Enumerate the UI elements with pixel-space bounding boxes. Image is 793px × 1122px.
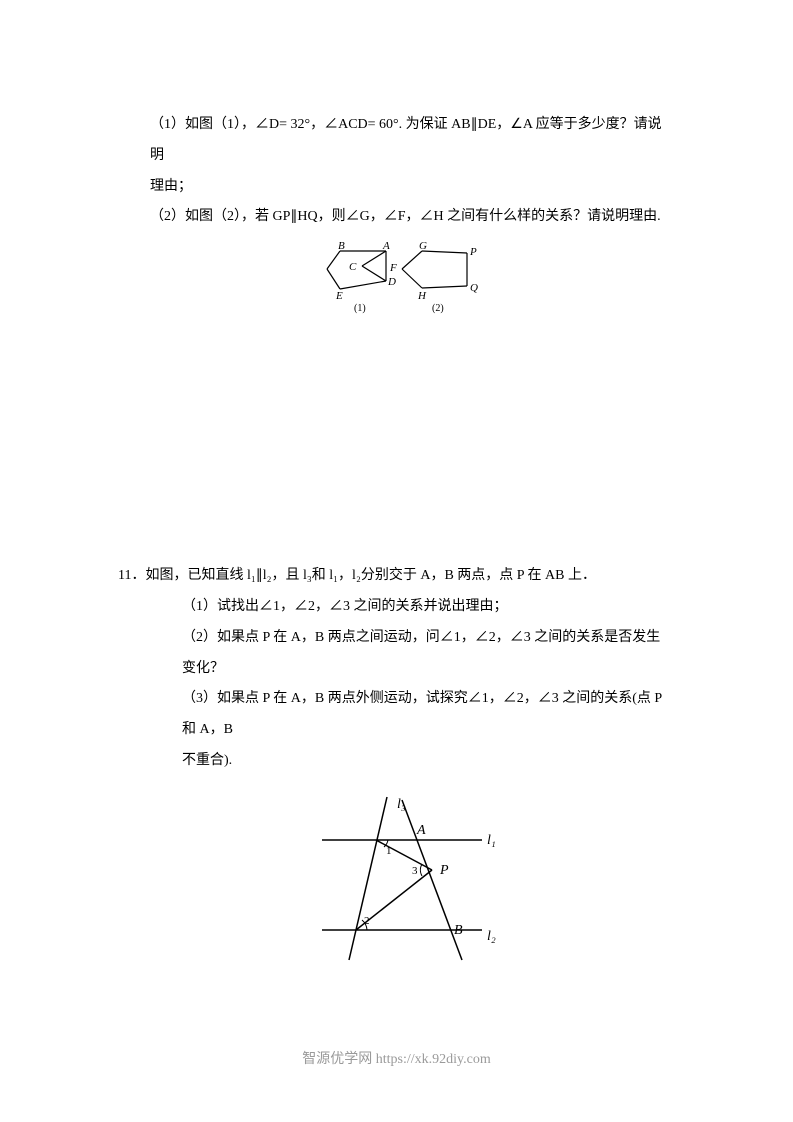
svg-text:(2): (2) [432, 303, 444, 314]
q10-part2: （2）如图（2），若 GP∥HQ，则∠G，∠F，∠H 之间有什么样的关系？请说明… [150, 202, 673, 233]
svg-text:(1): (1) [354, 303, 366, 314]
svg-text:3: 3 [412, 865, 418, 877]
figure-2: l₃ l₁ l₂ A B P 1 2 3 [150, 792, 673, 977]
q11-part3a: （3）如果点 P 在 A，B 两点外侧运动，试探究∠1，∠2，∠3 之间的关系(… [150, 684, 673, 746]
svg-text:A: A [416, 823, 426, 838]
svg-text:l₂: l₂ [487, 929, 496, 944]
svg-text:B: B [454, 923, 463, 938]
svg-text:C: C [349, 261, 357, 273]
svg-text:B: B [338, 241, 345, 252]
q11-part1: （1）试找出∠1，∠2，∠3 之间的关系并说出理由； [150, 592, 673, 623]
figure-1: B A C E D (1) F G P H Q (2) [150, 241, 673, 321]
q11-part3b: 不重合). [150, 746, 673, 777]
q11-part2: （2）如果点 P 在 A，B 两点之间运动，问∠1，∠2，∠3 之间的关系是否发… [150, 623, 673, 685]
svg-text:H: H [417, 290, 427, 302]
svg-text:A: A [382, 241, 390, 252]
q10-part1-line1: （1）如图（1），∠D= 32°，∠ACD= 60°. 为保证 AB∥DE，∠A… [150, 110, 673, 172]
q10-part1-line2: 理由； [150, 172, 673, 203]
svg-text:2: 2 [364, 915, 370, 927]
svg-text:l₃: l₃ [397, 797, 406, 812]
svg-text:P: P [469, 246, 477, 258]
svg-text:Q: Q [470, 282, 478, 294]
svg-text:G: G [419, 241, 427, 252]
q11-intro: 11．如图，已知直线 l₁∥l₂，且 l₃和 l₁，l₂分别交于 A，B 两点，… [150, 561, 673, 592]
page-footer: 智源优学网 https://xk.92diy.com [0, 1048, 793, 1068]
svg-text:D: D [387, 276, 396, 288]
svg-text:1: 1 [386, 845, 392, 857]
svg-text:E: E [335, 290, 343, 302]
svg-text:l₁: l₁ [487, 833, 496, 848]
svg-text:F: F [389, 262, 397, 274]
svg-text:P: P [439, 863, 449, 878]
